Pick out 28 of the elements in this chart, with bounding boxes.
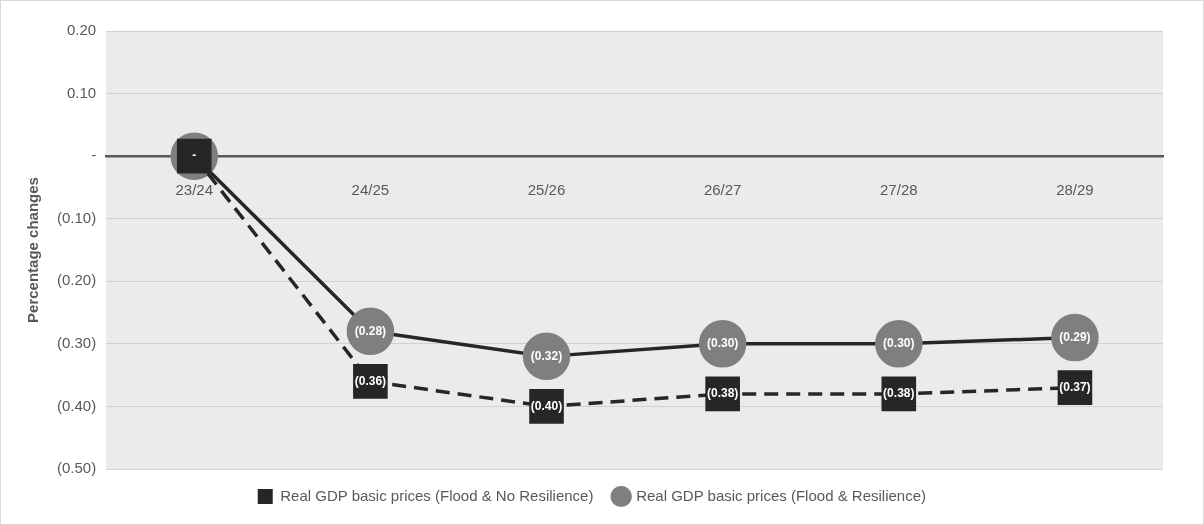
y-tick-label: - (91, 146, 97, 164)
y-axis-title: Percentage changes (24, 177, 42, 323)
y-tick-label: 0.20 (66, 21, 97, 39)
legend-label: Real GDP basic prices (Flood & No Resilience) (280, 486, 594, 504)
x-tick-label: 26/27 (703, 181, 742, 199)
data-label: (0.36) (354, 373, 387, 388)
x-tick-label: 28/29 (1056, 181, 1094, 199)
data-label: (0.40) (530, 398, 563, 413)
x-tick-label: 27/28 (880, 181, 918, 199)
data-label: (0.38) (883, 386, 915, 401)
y-tick-label: (0.40) (57, 396, 97, 414)
data-label: (0.29) (1059, 329, 1091, 344)
data-label: (0.37) (1059, 379, 1091, 394)
y-tick-label: 0.10 (66, 83, 97, 101)
data-label: (0.38) (706, 386, 739, 401)
data-label: (0.30) (883, 336, 915, 351)
x-tick-label: 23/24 (175, 181, 214, 199)
legend-label: Real GDP basic prices (Flood & Resilience) (636, 486, 927, 504)
y-tick-label: (0.30) (57, 334, 97, 351)
y-tick-label: (0.20) (57, 271, 97, 289)
data-label: (0.30) (706, 336, 739, 351)
x-tick-label: 24/25 (351, 181, 390, 199)
data-label: (0.32) (530, 348, 563, 363)
x-tick-label: 25/26 (527, 181, 566, 199)
data-label: (0.28) (354, 323, 387, 338)
y-tick-label: (0.50) (57, 459, 97, 477)
data-label: - (192, 148, 197, 163)
y-tick-label: (0.10) (57, 208, 97, 226)
